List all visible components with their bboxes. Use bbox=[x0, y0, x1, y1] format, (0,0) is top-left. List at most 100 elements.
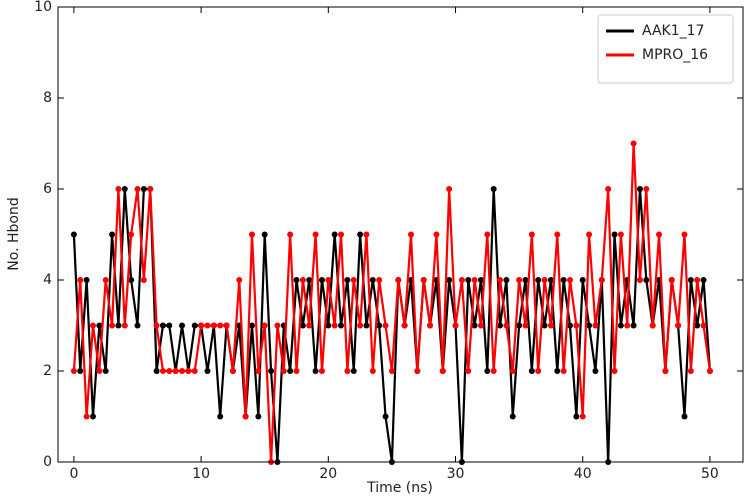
point bbox=[376, 277, 383, 283]
point bbox=[567, 322, 574, 329]
y-tick-label: 10 bbox=[34, 0, 52, 15]
point bbox=[363, 322, 370, 329]
point bbox=[261, 231, 268, 238]
point bbox=[350, 368, 357, 374]
x-tick-label: 10 bbox=[192, 466, 210, 482]
point bbox=[617, 231, 624, 238]
point bbox=[357, 322, 364, 329]
y-tick-label: 8 bbox=[43, 90, 52, 106]
point bbox=[217, 413, 224, 420]
point bbox=[325, 277, 332, 283]
point bbox=[261, 322, 268, 329]
point bbox=[128, 231, 135, 238]
point bbox=[287, 368, 294, 374]
point bbox=[166, 322, 173, 329]
point bbox=[109, 322, 116, 329]
point bbox=[433, 231, 440, 238]
point bbox=[306, 277, 313, 283]
point bbox=[484, 368, 491, 374]
series-line bbox=[72, 143, 712, 463]
point bbox=[675, 322, 682, 329]
point bbox=[471, 322, 478, 329]
point bbox=[497, 277, 504, 283]
point bbox=[357, 231, 364, 238]
x-tick-label: 50 bbox=[701, 466, 719, 482]
point bbox=[191, 368, 198, 374]
point bbox=[465, 277, 472, 283]
point bbox=[567, 277, 574, 283]
point bbox=[248, 231, 255, 238]
point bbox=[338, 322, 345, 329]
point bbox=[382, 413, 389, 420]
point bbox=[318, 277, 325, 283]
point bbox=[605, 186, 612, 192]
point bbox=[121, 322, 128, 329]
point bbox=[592, 368, 599, 374]
point bbox=[694, 277, 701, 283]
point bbox=[229, 368, 236, 374]
point bbox=[166, 368, 173, 374]
point bbox=[115, 186, 122, 192]
point bbox=[687, 368, 694, 374]
point bbox=[109, 231, 116, 238]
point bbox=[344, 277, 351, 283]
point bbox=[70, 231, 77, 238]
point bbox=[338, 231, 345, 238]
y-tick-label: 2 bbox=[43, 363, 52, 379]
point bbox=[153, 322, 160, 329]
point bbox=[509, 413, 516, 420]
point bbox=[598, 277, 605, 283]
point bbox=[134, 186, 141, 192]
point bbox=[535, 277, 542, 283]
point bbox=[503, 322, 510, 329]
point bbox=[185, 368, 192, 374]
point bbox=[153, 368, 160, 374]
point bbox=[586, 231, 593, 238]
y-tick-label: 6 bbox=[43, 181, 52, 197]
point bbox=[541, 277, 548, 283]
point bbox=[554, 231, 561, 238]
point bbox=[159, 322, 166, 329]
y-axis-label: No. Hbond bbox=[6, 197, 22, 270]
point bbox=[547, 322, 554, 329]
point bbox=[668, 277, 675, 283]
point bbox=[121, 186, 128, 192]
point bbox=[210, 322, 217, 329]
point bbox=[516, 322, 523, 329]
point bbox=[516, 277, 523, 283]
point bbox=[369, 368, 376, 374]
point bbox=[255, 413, 262, 420]
point bbox=[83, 413, 90, 420]
point bbox=[89, 413, 96, 420]
point bbox=[388, 368, 395, 374]
point bbox=[490, 186, 497, 192]
point bbox=[503, 277, 510, 283]
point bbox=[700, 277, 707, 283]
point bbox=[446, 186, 453, 192]
point bbox=[643, 186, 650, 192]
point bbox=[528, 231, 535, 238]
point bbox=[611, 231, 618, 238]
point bbox=[458, 277, 465, 283]
point bbox=[573, 413, 580, 420]
point bbox=[325, 322, 332, 329]
point bbox=[83, 277, 90, 283]
point bbox=[223, 322, 230, 329]
point bbox=[140, 186, 147, 192]
point bbox=[535, 368, 542, 374]
point bbox=[706, 368, 713, 374]
point bbox=[414, 368, 421, 374]
point bbox=[312, 231, 319, 238]
point bbox=[293, 368, 300, 374]
point bbox=[147, 186, 154, 192]
point bbox=[401, 322, 408, 329]
plot-frame bbox=[57, 6, 744, 463]
point bbox=[446, 277, 453, 283]
point bbox=[191, 322, 198, 329]
point bbox=[255, 368, 262, 374]
point bbox=[102, 368, 109, 374]
point bbox=[128, 277, 135, 283]
x-tick-label: 0 bbox=[69, 466, 78, 482]
point bbox=[662, 368, 669, 374]
point bbox=[617, 322, 624, 329]
